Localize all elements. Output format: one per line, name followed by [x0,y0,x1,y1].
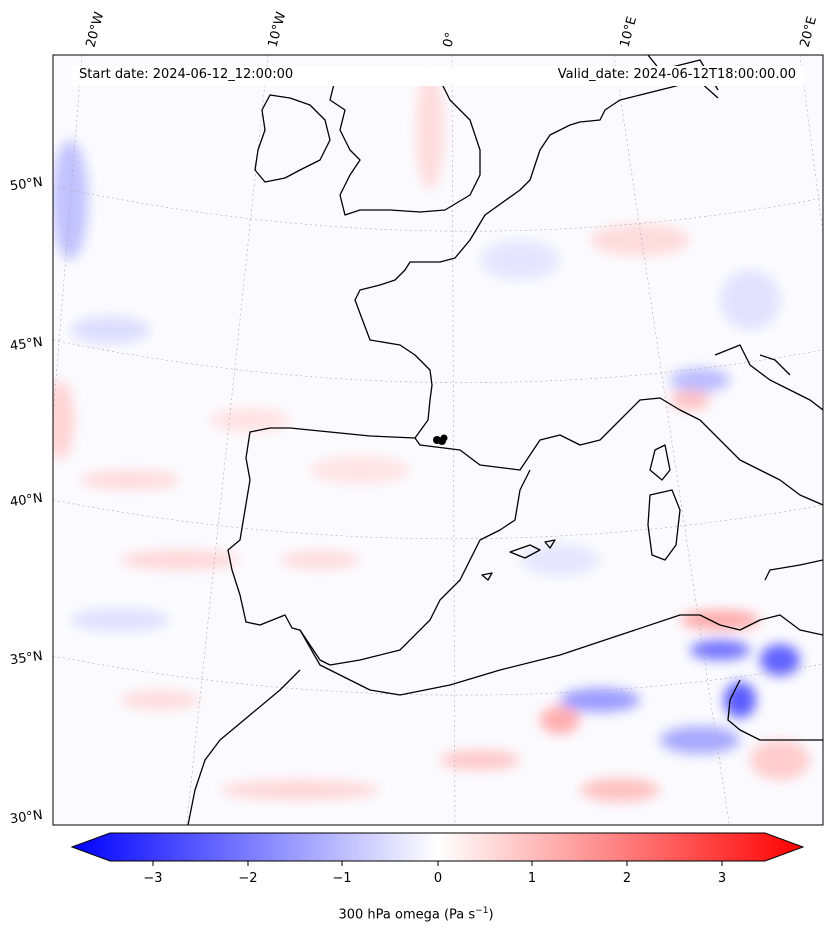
map-panel [53,55,823,825]
graticule [53,55,823,825]
colorbar-ticks [152,861,723,866]
colorbar-tick-label: 2 [622,871,632,886]
colorbar-title-end: ) [488,907,494,923]
colorbar-title-text: 300 hPa omega (Pa s [338,907,476,923]
colorbar-tick-label: 0 [433,871,443,886]
location-marker [433,434,448,445]
header-box [72,66,804,86]
colorbar-tick-label: 1 [527,871,537,886]
colorbar-title-exponent: −1 [475,906,489,916]
colorbar-tick-label: −1 [332,871,352,886]
start-date-label: Start date: 2024-06-12_12:00:00 [79,67,294,82]
colorbar-title: 300 hPa omega (Pa s−1) [0,906,832,922]
omega-field [53,70,810,802]
colorbar [70,832,805,866]
map-frame [52,54,824,826]
valid-date-label: Valid_date: 2024-06-12T18:00:00.00 [557,67,796,82]
colorbar-tick-label: −3 [143,871,163,886]
colorbar-tick-label: −2 [238,871,258,886]
colorbar-tick-label: 3 [717,871,727,886]
